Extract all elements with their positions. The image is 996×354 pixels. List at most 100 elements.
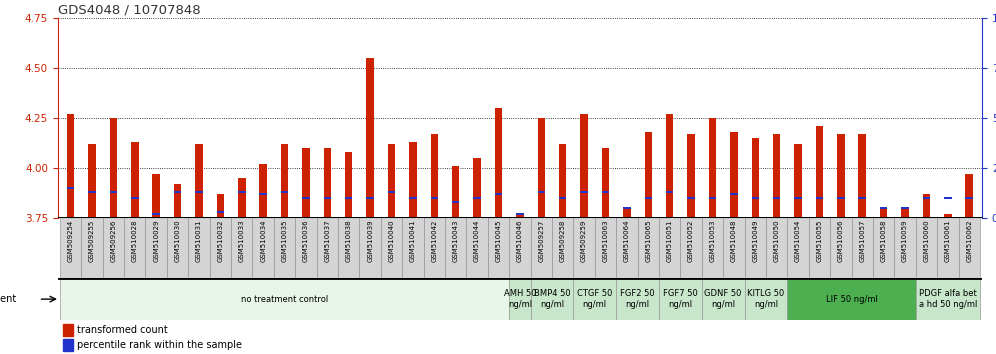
Bar (338, 217, 360, 278)
Bar (110, 118, 118, 218)
Bar (659, 217, 680, 278)
Bar (367, 58, 374, 218)
Text: GSM510054: GSM510054 (795, 219, 801, 262)
Bar (174, 184, 181, 218)
Bar (409, 142, 416, 218)
Bar (345, 196, 353, 199)
Bar (637, 217, 659, 278)
FancyBboxPatch shape (659, 279, 702, 320)
Text: GSM510030: GSM510030 (174, 219, 180, 262)
Bar (252, 217, 274, 278)
Bar (872, 217, 894, 278)
Bar (67, 114, 75, 218)
Bar (516, 212, 524, 215)
Bar (730, 132, 738, 218)
Bar (687, 134, 695, 218)
Text: GSM510037: GSM510037 (325, 219, 331, 262)
Text: GSM510035: GSM510035 (282, 219, 288, 262)
Bar (816, 196, 823, 199)
FancyBboxPatch shape (702, 279, 745, 320)
Bar (188, 217, 210, 278)
Bar (210, 217, 231, 278)
Bar (60, 217, 82, 278)
Bar (302, 196, 310, 199)
FancyBboxPatch shape (915, 279, 980, 320)
Bar (944, 214, 951, 218)
Bar (445, 217, 466, 278)
Bar (745, 217, 766, 278)
FancyBboxPatch shape (745, 279, 788, 320)
Bar (944, 196, 951, 199)
Text: GSM510064: GSM510064 (623, 219, 629, 262)
Text: GSM509256: GSM509256 (111, 219, 117, 262)
Bar (666, 190, 673, 193)
Text: GSM509257: GSM509257 (538, 219, 544, 262)
Bar (488, 217, 509, 278)
Bar (795, 196, 802, 199)
Bar (195, 190, 203, 193)
Text: GSM510036: GSM510036 (303, 219, 309, 262)
Text: GSM509254: GSM509254 (68, 219, 74, 262)
Bar (922, 196, 930, 199)
Bar (495, 108, 502, 218)
Bar (473, 158, 481, 218)
Bar (145, 217, 167, 278)
Bar (538, 118, 545, 218)
Bar (773, 134, 781, 218)
Bar (837, 196, 845, 199)
Bar (830, 217, 852, 278)
Bar (317, 217, 338, 278)
Text: GSM509258: GSM509258 (560, 219, 566, 262)
Text: CTGF 50
ng/ml: CTGF 50 ng/ml (577, 290, 613, 309)
Bar (217, 194, 224, 218)
Bar (723, 217, 745, 278)
Bar (816, 126, 823, 218)
Text: GSM510043: GSM510043 (453, 219, 459, 262)
FancyBboxPatch shape (617, 279, 659, 320)
Text: LIF 50 ng/ml: LIF 50 ng/ml (826, 295, 877, 304)
Text: percentile rank within the sample: percentile rank within the sample (78, 340, 242, 350)
Text: FGF7 50
ng/ml: FGF7 50 ng/ml (663, 290, 698, 309)
Bar (773, 196, 781, 199)
Text: GSM510038: GSM510038 (346, 219, 352, 262)
Bar (473, 196, 481, 199)
Bar (837, 134, 845, 218)
Text: GSM510052: GSM510052 (688, 219, 694, 262)
Bar (89, 190, 96, 193)
Text: GSM510056: GSM510056 (838, 219, 844, 262)
Bar (82, 217, 103, 278)
Bar (195, 144, 203, 218)
Text: GSM510028: GSM510028 (131, 219, 137, 262)
Bar (795, 144, 802, 218)
Bar (766, 217, 788, 278)
Text: GSM510044: GSM510044 (474, 219, 480, 262)
Bar (958, 217, 980, 278)
Bar (709, 118, 716, 218)
Text: GSM509255: GSM509255 (89, 219, 95, 262)
Bar (859, 196, 866, 199)
Bar (238, 190, 246, 193)
Bar (859, 134, 866, 218)
Text: GSM510034: GSM510034 (260, 219, 266, 262)
Bar (602, 190, 610, 193)
Bar (423, 217, 445, 278)
Text: GSM510055: GSM510055 (817, 219, 823, 262)
Bar (64, 339, 73, 350)
Text: GSM510046: GSM510046 (517, 219, 523, 262)
Bar (131, 196, 138, 199)
Text: GSM510032: GSM510032 (217, 219, 223, 262)
Bar (879, 206, 887, 209)
Text: GSM510053: GSM510053 (709, 219, 715, 262)
Bar (788, 217, 809, 278)
Bar (402, 217, 423, 278)
Bar (644, 132, 652, 218)
Bar (680, 217, 702, 278)
Text: AMH 50
ng/ml: AMH 50 ng/ml (504, 290, 536, 309)
Text: PDGF alfa bet
a hd 50 ng/ml: PDGF alfa bet a hd 50 ng/ml (918, 290, 977, 309)
FancyBboxPatch shape (531, 279, 574, 320)
Text: GSM510031: GSM510031 (196, 219, 202, 262)
Bar (617, 217, 637, 278)
Bar (281, 144, 288, 218)
FancyBboxPatch shape (574, 279, 617, 320)
Bar (922, 194, 930, 218)
